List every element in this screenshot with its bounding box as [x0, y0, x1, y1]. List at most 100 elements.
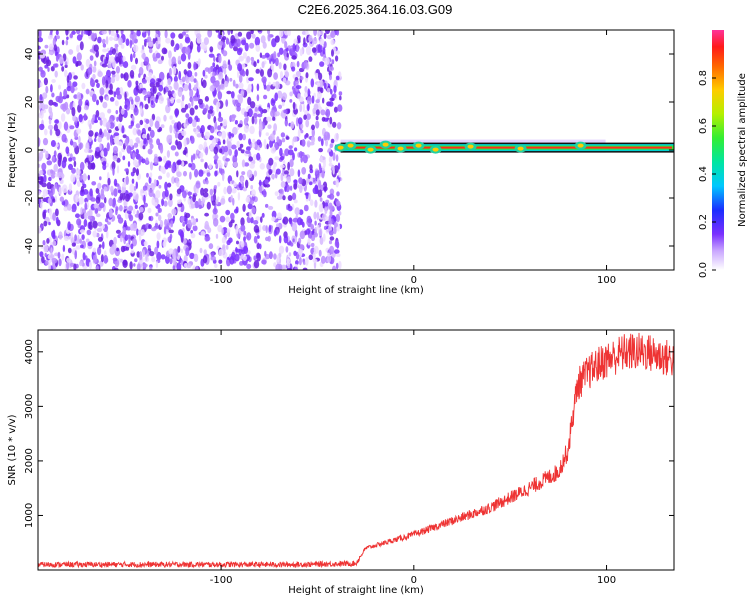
noise-speck — [217, 116, 224, 123]
noise-speck — [266, 143, 269, 150]
noise-speck — [313, 245, 319, 254]
spectrogram-marks — [38, 30, 674, 270]
noise-speck — [317, 136, 322, 142]
noise-speck — [228, 148, 232, 156]
noise-speck — [132, 52, 136, 59]
noise-speck — [135, 137, 140, 143]
noise-speck — [125, 246, 130, 251]
noise-speck — [157, 59, 163, 65]
noise-speck — [243, 117, 248, 126]
noise-speck — [215, 233, 219, 239]
noise-speck — [124, 220, 127, 226]
noise-speck — [47, 124, 54, 130]
noise-speck — [183, 123, 188, 129]
noise-speck — [55, 208, 59, 217]
noise-speck — [306, 215, 312, 224]
noise-speck — [198, 204, 202, 209]
noise-speck — [167, 98, 171, 108]
noise-speck — [164, 219, 168, 227]
noise-speck — [229, 77, 233, 82]
noise-speck — [241, 70, 246, 77]
noise-speck — [134, 204, 138, 209]
noise-speck — [69, 33, 74, 39]
noise-speck — [239, 55, 243, 61]
noise-speck — [89, 123, 92, 130]
noise-speck — [298, 177, 303, 185]
noise-speck — [193, 78, 197, 83]
noise-speck — [278, 62, 282, 70]
noise-speck — [102, 163, 107, 171]
noise-speck — [147, 72, 153, 77]
noise-speck — [139, 83, 143, 89]
noise-speck — [66, 203, 72, 211]
signal-blob-core — [367, 147, 374, 152]
noise-speck — [211, 200, 216, 206]
noise-speck — [205, 235, 211, 242]
noise-speck — [102, 241, 105, 250]
noise-speck — [270, 174, 276, 179]
spectrogram-x-axis-label: Height of straight line (km) — [288, 285, 424, 296]
noise-speck — [132, 152, 135, 161]
noise-speck — [175, 139, 178, 146]
noise-speck — [335, 178, 339, 188]
noise-speck — [236, 170, 239, 178]
noise-speck — [48, 43, 54, 51]
noise-speck — [130, 64, 137, 71]
noise-speck — [291, 222, 298, 232]
noise-speck — [332, 93, 337, 99]
noise-speck — [73, 263, 77, 270]
noise-speck — [94, 138, 97, 142]
noise-speck — [170, 39, 175, 47]
noise-speck — [156, 232, 161, 241]
noise-speck — [313, 30, 317, 36]
noise-speck — [176, 98, 182, 104]
noise-speck — [289, 168, 295, 177]
signal-blob-core — [432, 147, 439, 152]
noise-speck — [39, 224, 44, 229]
signal-blob-core — [577, 143, 584, 148]
noise-speck — [200, 231, 206, 237]
noise-speck — [53, 44, 58, 52]
noise-speck — [163, 225, 167, 235]
noise-speck — [203, 188, 209, 193]
noise-speck — [287, 161, 290, 171]
noise-speck — [135, 80, 139, 86]
noise-speck — [258, 179, 262, 187]
noise-speck — [283, 109, 288, 114]
noise-speck — [209, 144, 213, 151]
noise-speck — [272, 81, 276, 87]
noise-speck — [221, 130, 227, 140]
noise-speck — [282, 216, 289, 225]
noise-speck — [173, 46, 177, 52]
noise-speck — [127, 161, 131, 168]
noise-speck — [132, 159, 139, 167]
noise-speck — [113, 32, 117, 41]
noise-speck — [164, 30, 168, 39]
colorbar-tick-label: 0.2 — [698, 214, 709, 230]
noise-speck — [307, 237, 311, 246]
noise-speck — [45, 150, 49, 159]
noise-speck — [218, 54, 222, 64]
noise-speck — [289, 185, 293, 191]
noise-speck — [203, 37, 209, 46]
noise-speck — [155, 94, 159, 100]
noise-speck — [74, 250, 77, 260]
noise-speck — [163, 155, 167, 164]
noise-speck — [318, 222, 322, 227]
noise-speck — [151, 197, 156, 206]
noise-speck — [160, 124, 165, 129]
noise-speck — [39, 251, 44, 258]
noise-speck — [183, 83, 189, 92]
noise-speck — [332, 152, 336, 161]
noise-speck — [147, 245, 151, 249]
noise-speck — [41, 256, 45, 264]
noise-speck — [156, 138, 161, 146]
noise-speck — [155, 261, 159, 269]
noise-speck — [156, 240, 160, 249]
noise-speck — [218, 249, 224, 257]
noise-speck — [171, 208, 177, 216]
noise-speck — [312, 251, 316, 261]
noise-speck — [109, 122, 115, 129]
noise-speck — [120, 108, 125, 115]
noise-speck — [213, 185, 218, 190]
